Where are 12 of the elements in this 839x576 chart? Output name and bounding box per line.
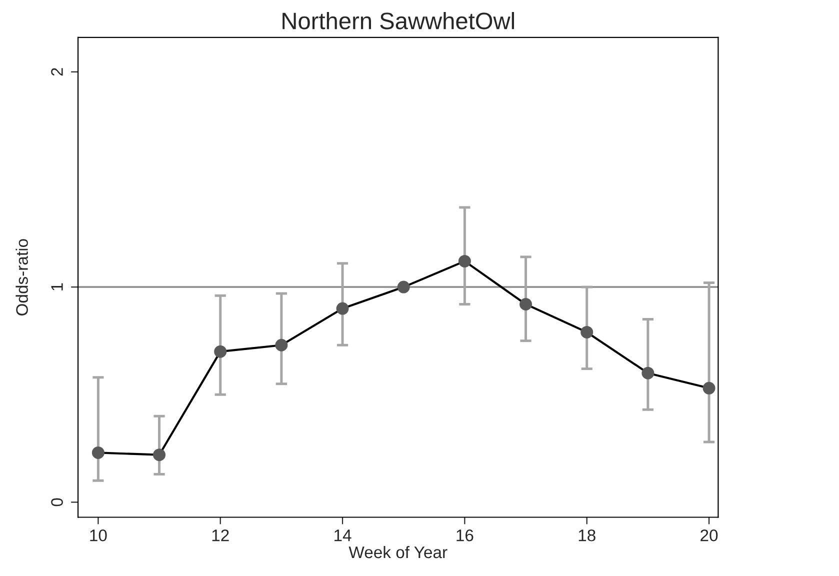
y-axis-title: Odds-ratio	[16, 239, 28, 316]
x-tick-label: 20	[700, 529, 718, 542]
y-tick-label: 2	[51, 68, 63, 76]
y-tick-label: 1	[51, 283, 63, 290]
x-tick-label: 10	[90, 529, 107, 542]
x-tick-label: 18	[578, 529, 596, 542]
x-axis-title: Week of Year	[348, 546, 448, 558]
x-tick-label: 12	[212, 529, 229, 542]
x-tick-label: 14	[334, 530, 352, 542]
x-tick-label: 16	[456, 529, 474, 542]
chart-title: Northern SawwhetOwl	[282, 12, 514, 30]
y-tick-label: 0	[51, 498, 63, 506]
